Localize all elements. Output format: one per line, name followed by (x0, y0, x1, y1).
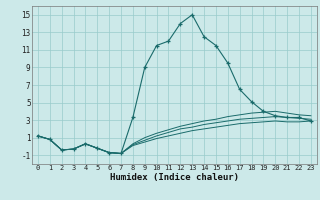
X-axis label: Humidex (Indice chaleur): Humidex (Indice chaleur) (110, 173, 239, 182)
